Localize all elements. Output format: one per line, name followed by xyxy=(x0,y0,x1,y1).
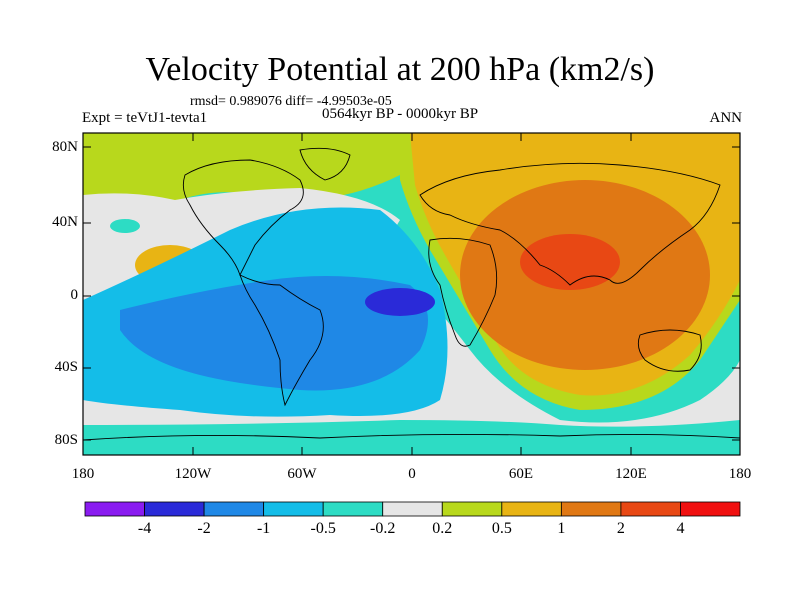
lat-label-40s: 40S xyxy=(54,359,78,375)
colorbar-label: -4 xyxy=(137,520,152,537)
velocity-potential-field xyxy=(83,133,740,455)
colorbar-swatch xyxy=(620,501,681,517)
colorbar-swatch xyxy=(382,501,443,517)
colorbar-swatch xyxy=(441,501,503,517)
lon-label-120e: 120E xyxy=(615,466,647,482)
map-title: Velocity Potential at 200 hPa (km2/s) xyxy=(145,51,655,88)
coastlines xyxy=(83,147,740,441)
stats-text: rmsd= 0.989076 diff= -4.99503e-05 xyxy=(190,94,392,109)
colorbar-swatch xyxy=(322,501,384,517)
colorbar xyxy=(84,501,741,517)
lon-label-60w: 60W xyxy=(287,466,317,482)
colorbar-swatch xyxy=(263,501,324,517)
colorbar-label: 0.2 xyxy=(432,520,453,537)
lon-label-0: 0 xyxy=(408,466,416,482)
lon-label-120w: 120W xyxy=(174,466,212,482)
colorbar-label: -0.5 xyxy=(310,520,336,537)
lon-label-180w: 180 xyxy=(71,466,95,482)
colorbar-label: 4 xyxy=(676,520,685,537)
colorbar-swatch xyxy=(560,501,622,517)
colorbar-label: 2 xyxy=(616,520,625,537)
period-label: 0564kyr BP - 0000kyr BP xyxy=(321,106,479,122)
colorbar-label: -0.2 xyxy=(370,520,396,537)
lon-label-180e: 180 xyxy=(728,466,752,482)
colorbar-label: -2 xyxy=(197,520,211,537)
axis-ticks xyxy=(82,133,741,455)
colorbar-label: 0.5 xyxy=(491,520,512,537)
colorbar-label: -1 xyxy=(256,520,271,537)
colorbar-swatch xyxy=(84,501,145,517)
experiment-label: Expt = teVtJ1-tevta1 xyxy=(82,110,208,126)
colorbar-swatch xyxy=(144,501,205,517)
colorbar-swatch xyxy=(501,501,562,517)
lat-label-40n: 40N xyxy=(52,214,78,230)
lat-label-80n: 80N xyxy=(52,139,78,155)
lon-label-60e: 60E xyxy=(508,466,534,482)
colorbar-swatch xyxy=(680,501,741,517)
lat-label-0: 0 xyxy=(70,287,79,303)
lat-label-80s: 80S xyxy=(54,432,78,448)
colorbar-label: 1 xyxy=(557,520,566,537)
colorbar-swatch xyxy=(203,501,265,517)
season-label: ANN xyxy=(709,110,743,126)
